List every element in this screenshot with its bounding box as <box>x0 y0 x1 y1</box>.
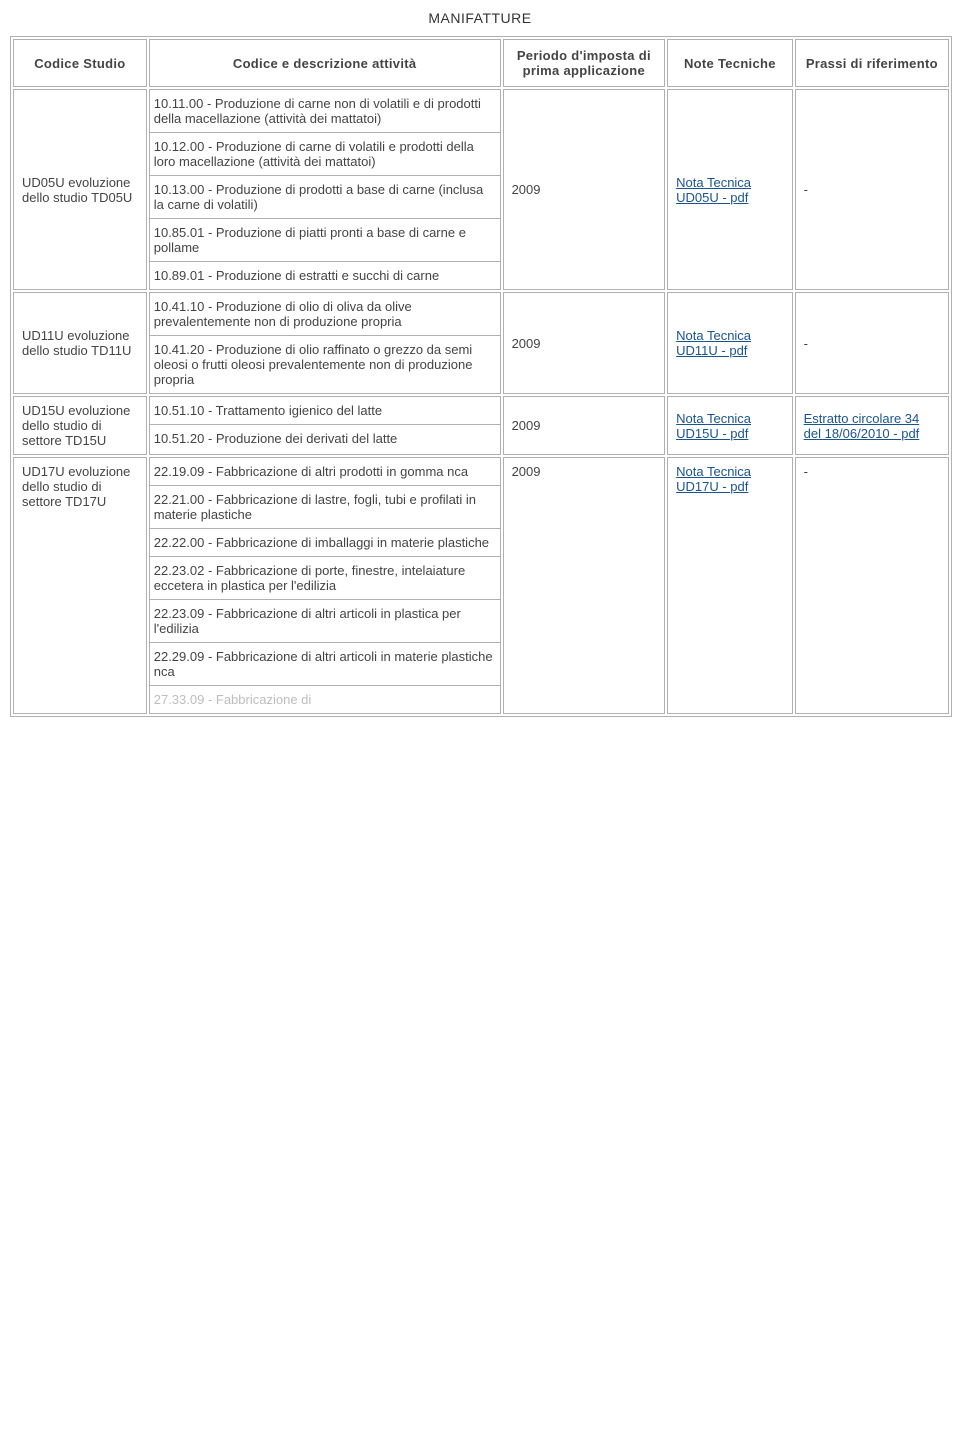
activity-item: 22.29.09 - Fabbricazione di altri artico… <box>150 643 500 686</box>
cell-prassi: - <box>795 89 949 290</box>
cell-activities: 22.19.09 - Fabbricazione di altri prodot… <box>149 457 501 714</box>
activity-item: 10.12.00 - Produzione di carne di volati… <box>150 133 500 176</box>
activity-item: 10.11.00 - Produzione di carne non di vo… <box>150 90 500 133</box>
activity-item: 22.23.02 - Fabbricazione di porte, fines… <box>150 557 500 600</box>
cell-periodo: 2009 <box>503 396 666 455</box>
cell-periodo: 2009 <box>503 457 666 714</box>
activity-list: 10.11.00 - Produzione di carne non di vo… <box>150 90 500 289</box>
cell-activities: 10.51.10 - Trattamento igienico del latt… <box>149 396 501 455</box>
table-row: UD05U evoluzione dello studio TD05U 10.1… <box>13 89 949 290</box>
activity-item: 22.21.00 - Fabbricazione di lastre, fogl… <box>150 486 500 529</box>
cell-codice-studio: UD11U evoluzione dello studio TD11U <box>13 292 147 394</box>
cell-activities: 10.11.00 - Produzione di carne non di vo… <box>149 89 501 290</box>
header-row: Codice Studio Codice e descrizione attiv… <box>13 39 949 87</box>
cell-note: Nota Tecnica UD11U - pdf <box>667 292 793 394</box>
nota-link[interactable]: Nota Tecnica UD17U - pdf <box>676 464 751 494</box>
table-row: UD11U evoluzione dello studio TD11U 10.4… <box>13 292 949 394</box>
table-row: UD17U evoluzione dello studio di settore… <box>13 457 949 714</box>
prassi-link[interactable]: Estratto circolare 34 del 18/06/2010 - p… <box>804 411 920 441</box>
cell-periodo: 2009 <box>503 89 666 290</box>
activity-item: 22.23.09 - Fabbricazione di altri artico… <box>150 600 500 643</box>
activity-item: 10.51.10 - Trattamento igienico del latt… <box>150 397 500 425</box>
cell-periodo: 2009 <box>503 292 666 394</box>
cell-note: Nota Tecnica UD05U - pdf <box>667 89 793 290</box>
activity-item: 10.51.20 - Produzione dei derivati del l… <box>150 425 500 452</box>
header-codice-desc: Codice e descrizione attività <box>149 39 501 87</box>
header-periodo: Periodo d'imposta di prima applicazione <box>503 39 666 87</box>
table-container: Codice Studio Codice e descrizione attiv… <box>10 36 952 717</box>
cell-prassi: Estratto circolare 34 del 18/06/2010 - p… <box>795 396 949 455</box>
activity-item: 10.41.10 - Produzione di olio di oliva d… <box>150 293 500 336</box>
nota-link[interactable]: Nota Tecnica UD11U - pdf <box>676 328 751 358</box>
header-note: Note Tecniche <box>667 39 793 87</box>
main-table: Codice Studio Codice e descrizione attiv… <box>11 37 951 716</box>
activity-list: 10.51.10 - Trattamento igienico del latt… <box>150 397 500 452</box>
nota-link[interactable]: Nota Tecnica UD05U - pdf <box>676 175 751 205</box>
activity-item: 27.33.09 - Fabbricazione di <box>150 686 500 713</box>
header-codice-studio: Codice Studio <box>13 39 147 87</box>
page-title: MANIFATTURE <box>10 10 950 26</box>
header-prassi: Prassi di riferimento <box>795 39 949 87</box>
activity-item: 10.13.00 - Produzione di prodotti a base… <box>150 176 500 219</box>
activity-item: 22.19.09 - Fabbricazione di altri prodot… <box>150 458 500 486</box>
activity-list: 22.19.09 - Fabbricazione di altri prodot… <box>150 458 500 713</box>
cell-note: Nota Tecnica UD17U - pdf <box>667 457 793 714</box>
cell-prassi: - <box>795 457 949 714</box>
activity-item: 10.41.20 - Produzione di olio raffinato … <box>150 336 500 393</box>
cell-codice-studio: UD05U evoluzione dello studio TD05U <box>13 89 147 290</box>
activity-list: 10.41.10 - Produzione di olio di oliva d… <box>150 293 500 393</box>
cell-note: Nota Tecnica UD15U - pdf <box>667 396 793 455</box>
activity-item: 10.89.01 - Produzione di estratti e succ… <box>150 262 500 289</box>
table-row: UD15U evoluzione dello studio di settore… <box>13 396 949 455</box>
cell-codice-studio: UD17U evoluzione dello studio di settore… <box>13 457 147 714</box>
nota-link[interactable]: Nota Tecnica UD15U - pdf <box>676 411 751 441</box>
activity-item: 22.22.00 - Fabbricazione di imballaggi i… <box>150 529 500 557</box>
cell-activities: 10.41.10 - Produzione di olio di oliva d… <box>149 292 501 394</box>
cell-prassi: - <box>795 292 949 394</box>
activity-item: 10.85.01 - Produzione di piatti pronti a… <box>150 219 500 262</box>
cell-codice-studio: UD15U evoluzione dello studio di settore… <box>13 396 147 455</box>
